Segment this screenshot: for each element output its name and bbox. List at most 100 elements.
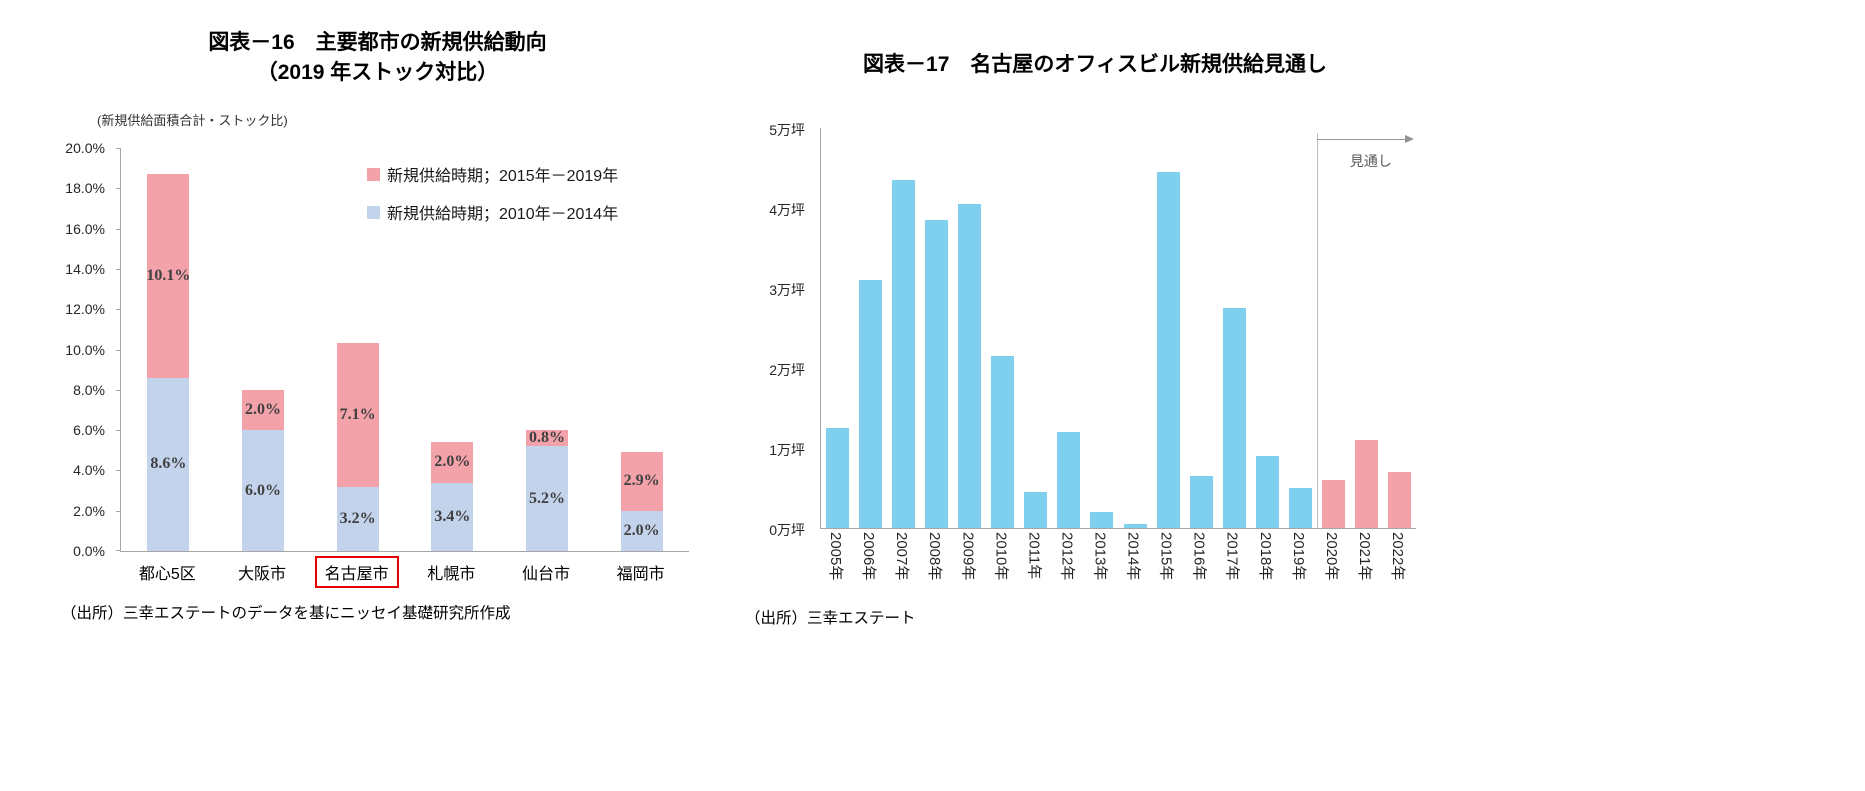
fig17-x-label: 2006年 — [860, 532, 878, 581]
fig16-bar-segment: 8.6% — [147, 377, 190, 551]
fig16-plot: 新規供給時期；2015年－2019年 新規供給時期；2010年－2014年 8.6… — [116, 148, 689, 552]
fig16-legend-item: 新規供給時期；2010年－2014年 — [367, 200, 618, 224]
fig16-y-axis-labels: 0.0% 2.0% 4.0% 6.0% 8.0% 10.0% 12.0% 14.0% 16.0%… — [55, 140, 113, 559]
fig17-x-label: 2014年 — [1124, 532, 1142, 581]
fig17-source: （出所）三幸エステート — [745, 610, 916, 627]
fig16-y-tick-label: 6.0% — [73, 422, 105, 439]
fig17-x-label: 2017年 — [1223, 532, 1241, 581]
fig16-x-label: 都心5区 — [138, 566, 196, 583]
fig17-x-label: 2018年 — [1256, 532, 1274, 581]
fig17-bar — [1222, 308, 1246, 528]
fig17-x-label: 2021年 — [1355, 532, 1373, 581]
fig17-bar — [1354, 440, 1378, 528]
fig17-plot: 見通し — [820, 128, 1416, 529]
fig16-y-tick-mark — [116, 309, 121, 311]
fig16-title-line1: 図表－16 主要都市の新規供給動向 — [208, 31, 547, 54]
fig16-y-tick-mark — [116, 510, 121, 512]
fig17-x-label: 2019年 — [1289, 532, 1307, 581]
fig17-x-label: 2020年 — [1322, 532, 1340, 581]
fig17-forecast-arrow-head — [1405, 135, 1414, 143]
fig16-legend-label: 新規供給時期；2010年－2014年 — [387, 206, 619, 223]
fig17-x-label: 2012年 — [1058, 532, 1076, 581]
fig16-bar-value-label: 2.0% — [245, 400, 281, 418]
fig17-bar — [1288, 488, 1312, 528]
fig16-y-tick-mark — [116, 228, 121, 230]
fig17-y-axis-labels: 0万坪 1万坪 2万坪 3万坪 4万坪 5万坪 — [745, 122, 813, 538]
fig17-x-label: 2015年 — [1157, 532, 1175, 581]
fig17-x-axis-labels: 2005年 2006年 2007年 2008年 2009年 2010年 2011年 2012年… — [820, 532, 1415, 622]
fig17-forecast-divider-line — [1316, 133, 1318, 528]
fig16-x-label-highlighted: 名古屋市 — [314, 556, 399, 588]
fig16-bar-segment: 5.2% — [526, 446, 568, 551]
figure-17: 図表－17 名古屋のオフィスビル新規供給見通し 0万坪 1万坪 2万坪 3万坪 4万坪 5… — [745, 0, 1445, 791]
fig17-bar — [859, 280, 883, 528]
fig16-x-label: 大阪市 — [237, 566, 287, 583]
fig17-bar — [826, 428, 850, 528]
fig17-bar — [1156, 172, 1180, 528]
fig16-x-label: 札幌市 — [427, 566, 476, 583]
fig16-bar-value-label: 7.1% — [339, 406, 376, 423]
fig16-x-axis-labels: 都心5区 大阪市 名古屋市 札幌市 仙台市 福岡市 — [120, 556, 688, 596]
fig16-x-label: 仙台市 — [521, 566, 571, 583]
fig17-bar — [1189, 476, 1213, 528]
fig17-x-label: 2013年 — [1091, 532, 1109, 581]
fig16-bar-segment: 6.0% — [242, 430, 284, 551]
fig17-title: 図表－17 名古屋のオフィスビル新規供給見通し — [863, 53, 1327, 76]
fig16-y-tick-label: 12.0% — [65, 301, 105, 318]
fig16-y-tick-mark — [116, 550, 121, 551]
fig17-y-tick-label: 3万坪 — [769, 282, 805, 298]
fig17-bar — [958, 204, 982, 528]
fig17-x-label: 2022年 — [1388, 532, 1406, 581]
fig16-axis-note: (新規供給面積合計・ストック比) — [97, 113, 288, 128]
fig16-bar-segment: 2.9% — [620, 452, 663, 511]
fig17-x-label: 2007年 — [893, 532, 911, 581]
fig16-source: （出所）三幸エステートのデータを基にニッセイ基礎研究所作成 — [61, 605, 511, 622]
fig17-bar — [1123, 524, 1147, 528]
fig17-x-label: 2010年 — [992, 532, 1010, 581]
fig17-y-tick-label: 4万坪 — [769, 202, 805, 218]
fig16-legend-swatch — [367, 205, 380, 219]
fig17-bar — [991, 356, 1015, 528]
fig17-x-label: 2016年 — [1190, 532, 1208, 581]
fig17-bar — [1387, 472, 1411, 528]
fig16-x-label: 福岡市 — [616, 566, 665, 583]
fig17-y-tick-label: 2万坪 — [769, 362, 805, 378]
fig16-bar-segment: 3.2% — [336, 486, 379, 551]
fig17-bar — [925, 220, 949, 528]
fig16-y-tick-label: 14.0% — [65, 260, 105, 277]
fig16-bar-segment: 2.0% — [431, 442, 474, 483]
fig17-forecast-label: 見通し — [1349, 153, 1392, 169]
fig16-bar-value-label: 5.2% — [529, 489, 565, 507]
fig16-bar-segment: 2.0% — [620, 510, 663, 551]
fig17-x-label: 2011年 — [1025, 532, 1043, 580]
figure-16: 図表－16 主要都市の新規供給動向 （2019 年ストック対比） (新規供給面積… — [55, 0, 725, 791]
fig16-bar-value-label: 2.9% — [623, 472, 660, 490]
fig16-bar-value-label: 6.0% — [245, 481, 281, 499]
fig17-forecast-arrow-line — [1316, 139, 1406, 140]
fig16-y-tick-mark — [116, 389, 121, 391]
fig16-y-tick-mark — [116, 268, 121, 270]
fig16-legend: 新規供給時期；2015年－2019年 新規供給時期；2010年－2014年 — [367, 162, 618, 238]
fig16-y-tick-label: 16.0% — [65, 220, 105, 237]
fig17-x-label: 2009年 — [959, 532, 977, 581]
fig16-y-tick-label: 18.0% — [65, 180, 105, 197]
fig16-bar-value-label: 3.4% — [434, 507, 471, 525]
fig17-y-tick-label: 1万坪 — [769, 442, 805, 458]
fig17-bar — [1024, 492, 1048, 528]
fig16-bar-segment: 3.4% — [431, 482, 474, 551]
fig17-bar — [1057, 432, 1081, 528]
fig16-y-tick-mark — [116, 188, 121, 190]
fig16-bar-segment: 2.0% — [242, 389, 284, 431]
fig16-bar-segment: 0.8% — [526, 429, 568, 447]
fig17-x-label: 2008年 — [926, 532, 944, 581]
fig16-legend-label: 新規供給時期；2015年－2019年 — [387, 168, 619, 185]
fig16-y-tick-label: 10.0% — [65, 341, 105, 358]
fig16-y-tick-mark — [116, 349, 121, 351]
fig16-y-tick-label: 0.0% — [73, 543, 105, 559]
fig16-title: 図表－16 主要都市の新規供給動向 （2019 年ストック対比） — [55, 28, 700, 88]
fig16-y-tick-label: 8.0% — [73, 381, 105, 398]
fig16-bar-segment: 10.1% — [146, 174, 190, 378]
fig16-bar-value-label: 3.2% — [339, 509, 376, 527]
fig16-y-tick-label: 20.0% — [65, 140, 105, 156]
fig16-y-tick-label: 2.0% — [73, 502, 105, 519]
